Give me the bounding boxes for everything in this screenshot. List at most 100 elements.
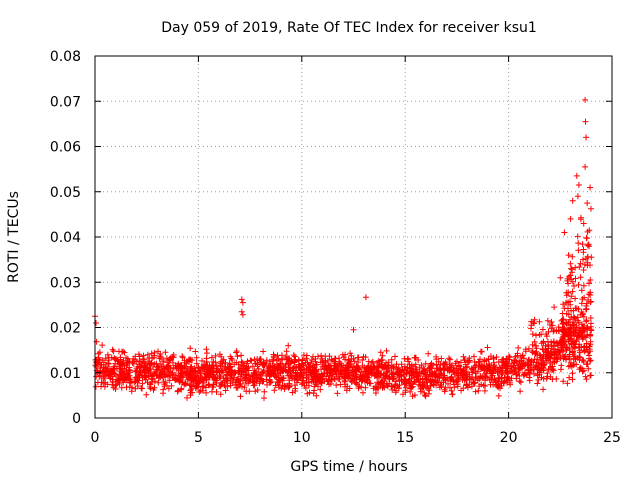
y-tick-label: 0.03 <box>50 275 81 291</box>
data-point <box>238 371 245 378</box>
data-point <box>217 383 224 390</box>
data-point <box>189 369 196 376</box>
data-point <box>584 346 590 353</box>
data-point <box>415 381 422 388</box>
data-point <box>200 383 207 390</box>
data-point <box>529 348 536 354</box>
data-point <box>472 379 478 386</box>
data-point <box>216 372 223 379</box>
data-point <box>462 361 469 368</box>
data-point <box>461 377 468 384</box>
data-point <box>247 357 254 364</box>
data-point <box>155 379 162 386</box>
data-point <box>367 380 374 387</box>
data-point <box>257 371 263 378</box>
data-point <box>481 387 488 394</box>
data-point <box>405 379 412 386</box>
data-point <box>192 374 199 381</box>
data-point <box>144 351 151 358</box>
data-point <box>476 362 483 369</box>
y-tick-label: 0.01 <box>50 366 81 382</box>
data-point <box>260 348 267 355</box>
data-point <box>572 275 579 282</box>
data-point <box>182 369 189 376</box>
data-point <box>93 363 100 370</box>
data-point <box>574 233 581 240</box>
data-point <box>301 369 308 376</box>
data-point <box>367 370 374 377</box>
data-point <box>525 366 532 373</box>
data-point <box>351 358 358 365</box>
data-point <box>468 383 475 390</box>
data-point <box>221 382 228 389</box>
data-point <box>374 363 381 370</box>
data-point <box>116 363 123 370</box>
data-point <box>284 369 291 376</box>
data-point <box>148 360 155 366</box>
data-point <box>233 379 240 386</box>
data-point <box>118 348 125 355</box>
data-point <box>112 382 119 389</box>
data-point <box>239 299 246 306</box>
data-point <box>586 243 593 250</box>
data-point <box>110 378 116 385</box>
data-point <box>255 375 262 381</box>
data-point <box>232 369 239 376</box>
data-point <box>268 378 274 385</box>
data-point <box>583 317 590 324</box>
data-point <box>283 348 290 355</box>
data-point <box>125 372 132 379</box>
data-point <box>310 390 317 397</box>
data-point <box>480 382 487 389</box>
data-point <box>564 380 571 387</box>
data-point <box>200 361 207 368</box>
data-point <box>533 348 540 355</box>
data-point <box>193 354 200 361</box>
data-point <box>178 386 185 393</box>
data-point <box>285 361 292 368</box>
data-point <box>579 329 586 336</box>
data-point <box>245 364 252 371</box>
data-point <box>521 371 528 378</box>
data-point <box>425 350 432 357</box>
data-point <box>227 353 234 360</box>
data-point <box>271 387 278 394</box>
data-point <box>188 386 195 393</box>
data-point <box>109 346 116 353</box>
data-point <box>389 371 396 378</box>
data-point <box>238 352 245 359</box>
data-point <box>155 375 162 382</box>
data-point <box>162 349 169 356</box>
data-point <box>121 349 128 356</box>
data-point <box>534 380 541 387</box>
data-point <box>578 214 584 221</box>
data-point <box>568 293 575 300</box>
data-point <box>528 322 535 329</box>
data-point <box>175 377 182 384</box>
data-point <box>299 380 306 386</box>
data-point <box>270 353 277 360</box>
data-point <box>280 367 287 374</box>
data-point <box>465 359 472 366</box>
data-point <box>278 385 285 392</box>
data-point <box>133 365 140 372</box>
data-point <box>419 379 426 386</box>
data-point <box>582 163 589 170</box>
data-point <box>444 364 451 371</box>
data-point <box>446 355 452 362</box>
data-point <box>179 354 186 361</box>
y-tick-label: 0.06 <box>50 140 81 156</box>
data-point <box>580 256 586 263</box>
data-point <box>514 350 521 357</box>
data-point <box>147 360 154 367</box>
data-point <box>285 384 292 391</box>
data-point <box>171 375 178 381</box>
data-point <box>575 247 582 254</box>
data-point <box>561 305 568 312</box>
data-point <box>331 355 338 362</box>
data-point <box>210 381 217 388</box>
data-point <box>573 338 580 345</box>
y-tick-label: 0.08 <box>50 49 81 65</box>
data-point <box>145 372 152 379</box>
data-point <box>583 306 590 313</box>
